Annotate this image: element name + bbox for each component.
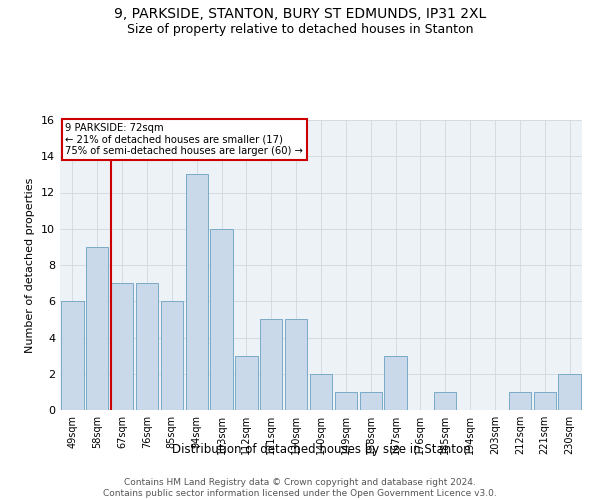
Bar	[235, 356, 257, 410]
Text: 9, PARKSIDE, STANTON, BURY ST EDMUNDS, IP31 2XL: 9, PARKSIDE, STANTON, BURY ST EDMUNDS, I…	[114, 8, 486, 22]
Bar	[185, 174, 208, 410]
Bar	[310, 374, 332, 410]
Bar	[161, 301, 183, 410]
Bar	[86, 247, 109, 410]
Bar	[359, 392, 382, 410]
Bar	[285, 320, 307, 410]
Bar	[260, 320, 283, 410]
Y-axis label: Number of detached properties: Number of detached properties	[25, 178, 35, 352]
Bar	[509, 392, 531, 410]
Text: 9 PARKSIDE: 72sqm
← 21% of detached houses are smaller (17)
75% of semi-detached: 9 PARKSIDE: 72sqm ← 21% of detached hous…	[65, 123, 303, 156]
Bar	[61, 301, 83, 410]
Bar	[385, 356, 407, 410]
Text: Distribution of detached houses by size in Stanton: Distribution of detached houses by size …	[172, 442, 470, 456]
Bar	[434, 392, 457, 410]
Text: Contains HM Land Registry data © Crown copyright and database right 2024.
Contai: Contains HM Land Registry data © Crown c…	[103, 478, 497, 498]
Bar	[533, 392, 556, 410]
Text: Size of property relative to detached houses in Stanton: Size of property relative to detached ho…	[127, 22, 473, 36]
Bar	[335, 392, 357, 410]
Bar	[559, 374, 581, 410]
Bar	[111, 283, 133, 410]
Bar	[136, 283, 158, 410]
Bar	[211, 229, 233, 410]
